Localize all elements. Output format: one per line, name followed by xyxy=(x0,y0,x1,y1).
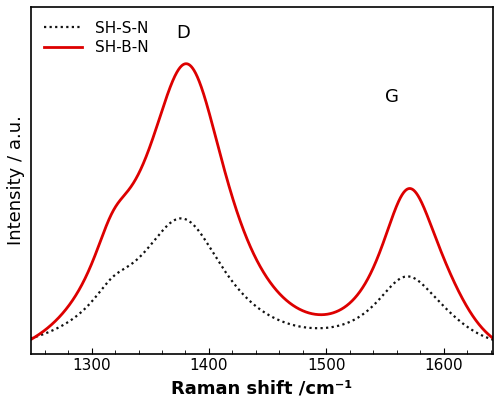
SH-B-N xyxy=(183,61,189,66)
Y-axis label: Intensity / a.u.: Intensity / a.u. xyxy=(7,116,25,245)
X-axis label: Raman shift /cm⁻¹: Raman shift /cm⁻¹ xyxy=(171,379,352,397)
Text: G: G xyxy=(385,88,399,107)
Line: SH-S-N: SH-S-N xyxy=(30,219,496,341)
SH-S-N xyxy=(494,339,500,343)
SH-S-N xyxy=(108,276,114,281)
SH-S-N xyxy=(178,216,184,221)
SH-S-N xyxy=(80,307,86,312)
SH-S-N xyxy=(28,336,34,341)
SH-B-N xyxy=(80,279,86,284)
SH-B-N xyxy=(494,339,500,343)
Text: D: D xyxy=(176,24,190,42)
Line: SH-B-N: SH-B-N xyxy=(30,64,496,341)
SH-B-N xyxy=(484,331,490,336)
SH-S-N xyxy=(206,244,212,249)
SH-B-N xyxy=(434,240,440,244)
SH-B-N xyxy=(108,212,114,217)
SH-B-N xyxy=(206,111,212,116)
SH-S-N xyxy=(226,276,232,280)
SH-B-N xyxy=(28,337,34,342)
SH-B-N xyxy=(226,185,232,190)
Legend: SH-S-N, SH-B-N: SH-S-N, SH-B-N xyxy=(38,15,154,61)
SH-S-N xyxy=(434,297,440,302)
SH-S-N xyxy=(484,335,490,340)
